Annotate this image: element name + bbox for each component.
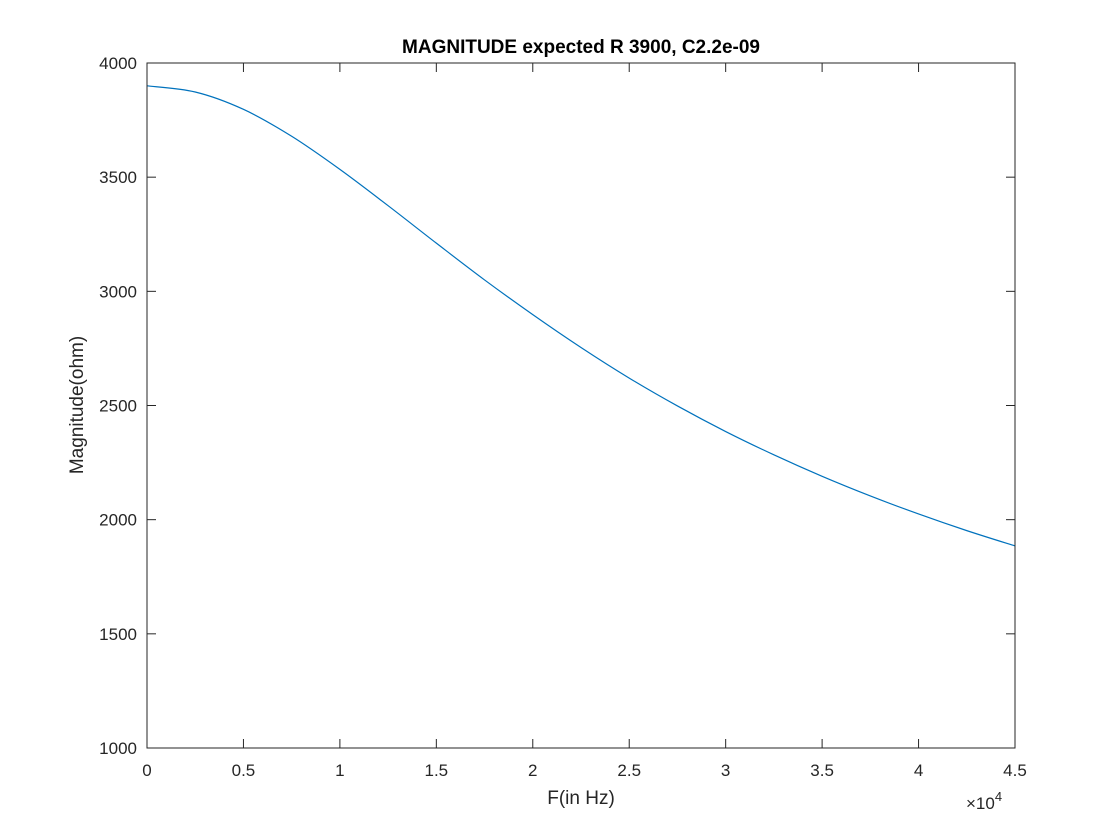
- y-tick-label: 3500: [99, 168, 137, 187]
- x-axis-label: F(in Hz): [547, 788, 615, 809]
- y-tick-label: 1500: [99, 625, 137, 644]
- y-tick-label: 1000: [99, 739, 137, 758]
- x-axis-exponent-base: ×10: [966, 794, 995, 813]
- x-axis-exponent-power: 4: [995, 789, 1002, 804]
- chart-title: MAGNITUDE expected R 3900, C2.2e-09: [402, 37, 760, 58]
- y-tick-label: 2500: [99, 397, 137, 416]
- x-tick-label: 3.5: [810, 761, 834, 780]
- x-tick-label: 3: [721, 761, 730, 780]
- y-tick-label: 3000: [99, 282, 137, 301]
- x-tick-label: 0.5: [232, 761, 256, 780]
- series-line-0: [146, 85, 1016, 547]
- plot-area: [147, 63, 1015, 748]
- y-tick-label: 4000: [99, 54, 137, 73]
- x-tick-label: 4.5: [1003, 761, 1027, 780]
- x-tick-label: 1: [335, 761, 344, 780]
- curve-layer: [146, 85, 1016, 547]
- x-axis-exponent: ×104: [966, 789, 1002, 813]
- y-axis-label: Magnitude(ohm): [67, 336, 88, 474]
- tick-layer: 0 0.5 1 1.5 2 2.5 3 3.5 4 4.5 1000 1500 2000 2500 3000…: [99, 54, 1027, 780]
- x-tick-label: 1.5: [425, 761, 449, 780]
- x-tick-label: 2.5: [617, 761, 641, 780]
- x-tick-label: 2: [528, 761, 537, 780]
- x-tick-label: 0: [142, 761, 151, 780]
- y-tick-label: 2000: [99, 511, 137, 530]
- x-tick-label: 4: [914, 761, 923, 780]
